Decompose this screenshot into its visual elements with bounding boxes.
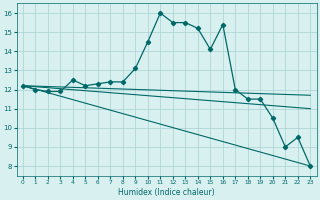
X-axis label: Humidex (Indice chaleur): Humidex (Indice chaleur) bbox=[118, 188, 215, 197]
